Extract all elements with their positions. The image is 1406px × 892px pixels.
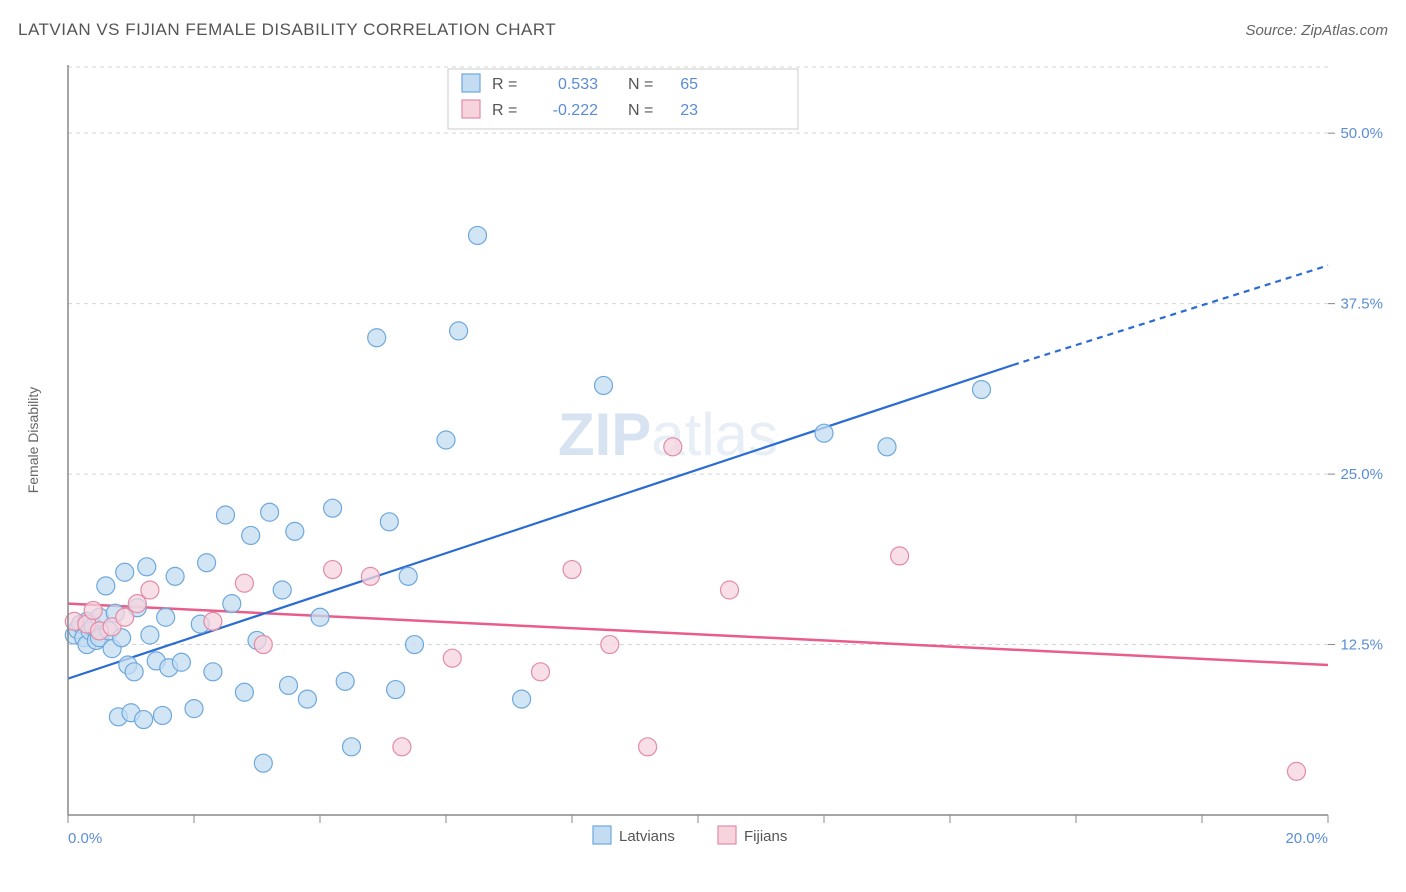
- svg-text:N =: N =: [628, 76, 653, 93]
- svg-text:12.5%: 12.5%: [1340, 637, 1383, 654]
- svg-text:25.0%: 25.0%: [1340, 466, 1383, 483]
- svg-text:-0.222: -0.222: [553, 102, 598, 119]
- svg-text:R =: R =: [492, 102, 517, 119]
- svg-text:23: 23: [680, 102, 698, 119]
- svg-text:0.0%: 0.0%: [68, 830, 102, 847]
- scatter-chart: ZIPatlas 0.0% 20.0% 12.5% 25.0% 37.5% 50.0% Fem…: [18, 55, 1388, 875]
- svg-text:37.5%: 37.5%: [1340, 296, 1383, 313]
- svg-text:Latvians: Latvians: [619, 828, 675, 845]
- svg-text:N =: N =: [628, 102, 653, 119]
- chart-source: Source: ZipAtlas.com: [1245, 22, 1388, 39]
- chart-header: LATVIAN VS FIJIAN FEMALE DISABILITY CORR…: [18, 20, 1388, 40]
- svg-text:ZIPatlas: ZIPatlas: [558, 401, 778, 468]
- svg-text:50.0%: 50.0%: [1340, 125, 1383, 142]
- svg-text:65: 65: [680, 76, 698, 93]
- svg-text:0.533: 0.533: [558, 76, 598, 93]
- svg-text:R =: R =: [492, 76, 517, 93]
- svg-text:Fijians: Fijians: [744, 828, 787, 845]
- chart-title: LATVIAN VS FIJIAN FEMALE DISABILITY CORR…: [18, 20, 556, 40]
- svg-text:Female Disability: Female Disability: [25, 387, 41, 494]
- svg-text:20.0%: 20.0%: [1285, 830, 1328, 847]
- chart-container: ZIPatlas 0.0% 20.0% 12.5% 25.0% 37.5% 50.0% Fem…: [18, 55, 1388, 882]
